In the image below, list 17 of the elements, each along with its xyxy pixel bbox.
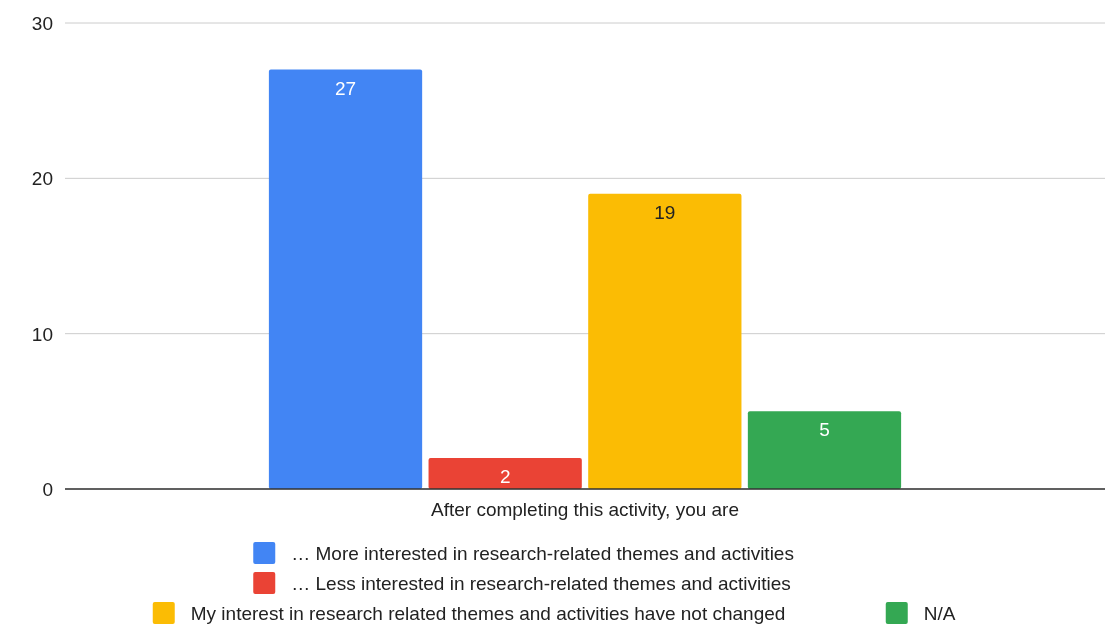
bar [428,457,582,489]
bar [747,411,902,489]
y-tick-label: 20 [31,168,53,190]
data-label: 5 [819,419,830,441]
data-label: 2 [499,465,511,487]
y-tick-label: 0 [42,479,53,500]
legend-label: N/A [923,603,956,624]
data-label: 19 [654,201,676,223]
bar [588,193,742,489]
bar [268,69,423,489]
y-tick-label: 10 [31,323,53,345]
x-tick-label: After completing this activity, you are [431,499,739,520]
legend-label: … Less interested in research-related themes and activities [291,573,791,594]
data-label: 27 [334,77,357,99]
legend-label: My interest in research related themes and activities have not changed [190,603,786,624]
legend-label: … More interested in research-related themes and activities [291,543,794,564]
y-tick-label: 30 [31,13,53,34]
